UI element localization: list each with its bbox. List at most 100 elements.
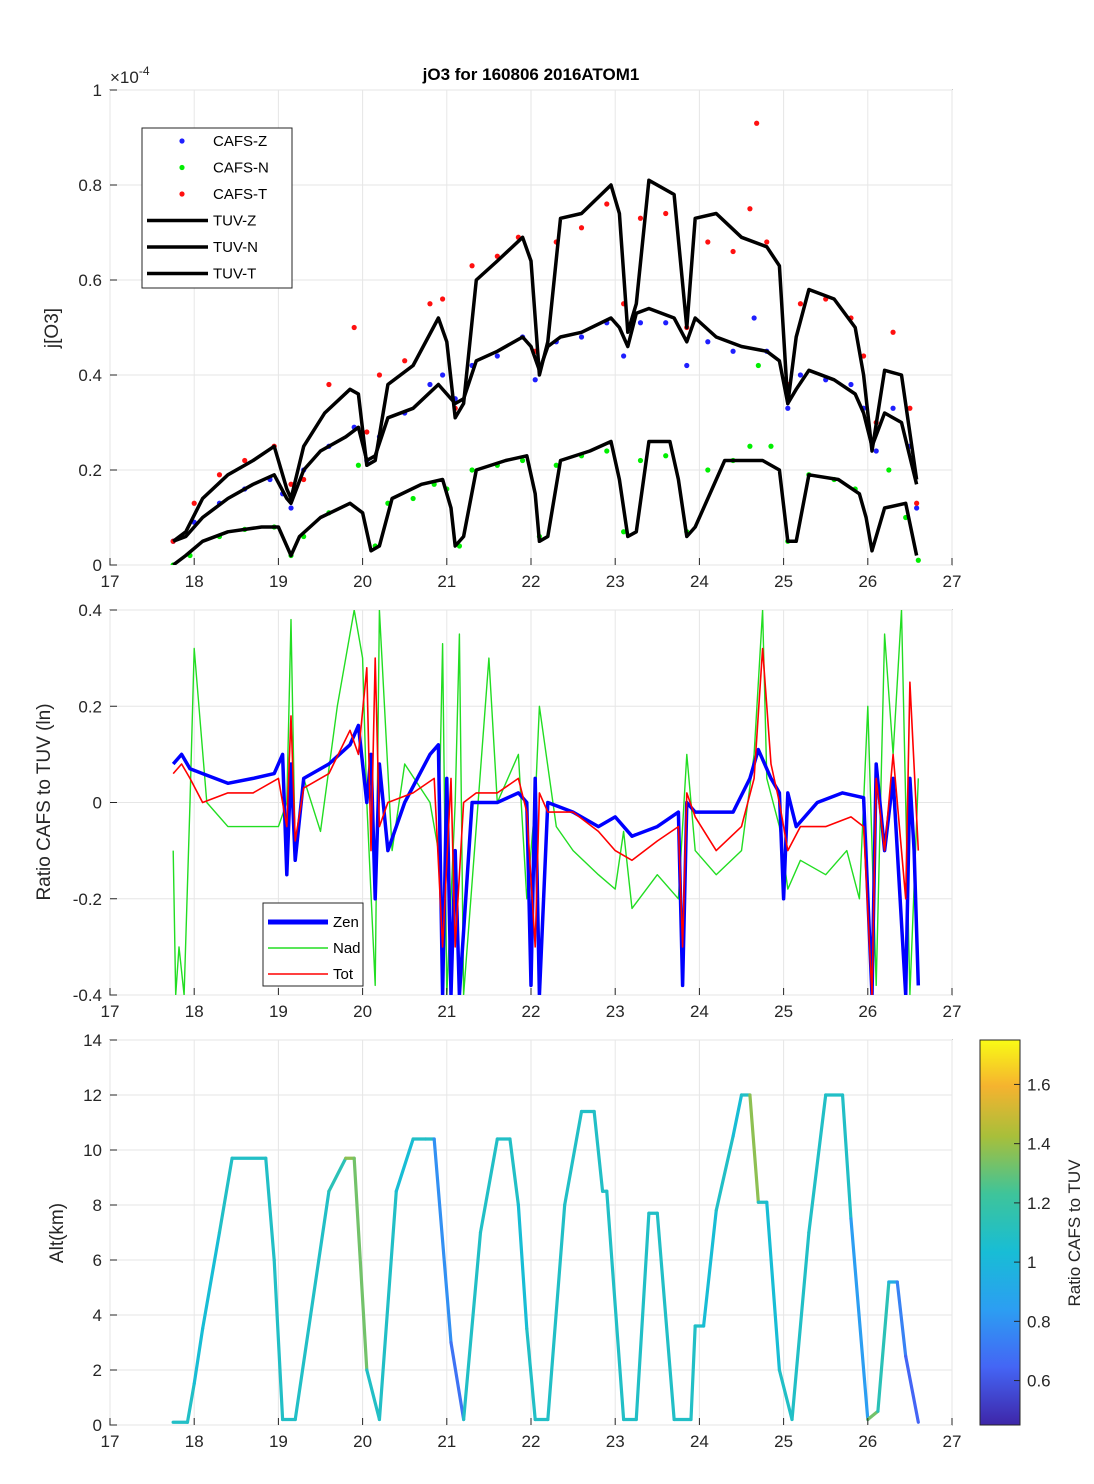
jo3-x-tick: 18 xyxy=(185,572,204,591)
altitude-segment xyxy=(655,1211,676,1422)
ratio-x-tick: 20 xyxy=(353,1002,372,1021)
altitude-segment xyxy=(634,1211,651,1422)
ratio-x-tick: 25 xyxy=(774,1002,793,1021)
ratio-x-tick: 22 xyxy=(522,1002,541,1021)
cafs-t-point xyxy=(730,248,736,255)
altitude-segment xyxy=(201,1230,222,1331)
ratio-x-tick: 19 xyxy=(269,1002,288,1021)
altitude-segment xyxy=(702,1208,718,1328)
altitude-segment xyxy=(714,1134,735,1213)
cafs-n-point xyxy=(621,529,627,535)
cafs-z-point xyxy=(785,405,791,411)
jo3-x-tick: 20 xyxy=(353,572,372,591)
cafs-n-point xyxy=(469,467,475,473)
ratio-x-tick: 21 xyxy=(437,1002,456,1021)
tuv-n-legend-label: TUV-N xyxy=(213,239,258,256)
cafs-z-point xyxy=(873,448,879,454)
jo3-y-tick: 0 xyxy=(93,556,102,575)
altitude-segment xyxy=(748,1093,760,1204)
colorbar xyxy=(979,1039,1021,1426)
ratio-x-tick: 18 xyxy=(185,1002,204,1021)
cafs-n-point xyxy=(410,495,416,502)
cafs-n-point xyxy=(747,443,753,449)
zen-legend-label: Zen xyxy=(333,914,359,931)
altitude-segment xyxy=(394,1137,415,1193)
ratio-data xyxy=(171,610,921,995)
cafs-z-legend-label: CAFS-Z xyxy=(213,133,267,150)
cafs-n-point xyxy=(637,457,644,464)
jo3-y-tick: 0.8 xyxy=(78,176,102,195)
jo3-y-tick: 1 xyxy=(93,81,102,100)
jo3-x-tick: 17 xyxy=(101,572,120,591)
altitude-y-tick: 10 xyxy=(83,1141,102,1160)
altitude-segment xyxy=(508,1137,520,1207)
jo3-y-label: j[O3] xyxy=(42,308,63,349)
altitude-segment xyxy=(849,1217,870,1422)
cafs-t-point xyxy=(747,206,753,212)
cafs-n-point xyxy=(768,443,774,449)
jo3-y-tick: 0.6 xyxy=(78,271,102,290)
altitude-segment xyxy=(462,1230,483,1422)
altitude-segment xyxy=(731,1093,744,1138)
jo3-legend-box xyxy=(141,127,293,289)
cafs-z-point xyxy=(914,505,920,511)
altitude-segment xyxy=(217,1156,234,1235)
cafs-t-point xyxy=(764,239,770,245)
altitude-y-tick: 12 xyxy=(83,1086,102,1105)
cafs-t-point xyxy=(376,372,383,378)
colorbar-tick: 1.4 xyxy=(1027,1135,1051,1154)
cafs-t-point xyxy=(364,429,370,435)
cafs-z-legend-marker xyxy=(179,138,185,144)
cafs-n-point xyxy=(355,462,361,468)
cafs-t-point xyxy=(797,301,804,307)
jo3-x-tick: 21 xyxy=(437,572,456,591)
altitude-segment xyxy=(478,1137,499,1235)
ratio-x-tick: 27 xyxy=(943,1002,962,1021)
colorbar-tick: 1 xyxy=(1027,1253,1036,1272)
altitude-x-tick: 20 xyxy=(353,1432,372,1451)
altitude-x-tick: 19 xyxy=(269,1432,288,1451)
chart-title: jO3 for 160806 2016ATOM1 xyxy=(422,65,640,84)
cafs-t-point xyxy=(469,263,475,269)
cafs-z-point xyxy=(439,372,446,378)
jo3-y-tick: 0.4 xyxy=(78,366,102,385)
altitude-x-tick: 18 xyxy=(185,1432,204,1451)
colorbar-ticks: 0.6 0.8 1 1.2 1.4 1.6 xyxy=(1014,1075,1051,1391)
tuv-t-line xyxy=(172,178,919,543)
cafs-t-point xyxy=(637,215,644,221)
altitude-segment xyxy=(840,1093,853,1221)
cafs-t-point xyxy=(288,481,294,487)
cafs-n-point xyxy=(604,448,610,454)
ratio-legend-box xyxy=(262,902,364,987)
cafs-n-point xyxy=(705,467,711,473)
tuv-n-line xyxy=(172,439,919,565)
ratio-legend: Zen Nad Tot xyxy=(262,902,364,987)
ratio-y-tick: -0.2 xyxy=(73,890,102,909)
cafs-n-legend-marker xyxy=(179,164,185,171)
cafs-z-point xyxy=(427,381,433,388)
altitude-x-tick: 27 xyxy=(943,1432,962,1451)
cafs-z-point xyxy=(848,381,854,388)
ratio-y-tick: 0.4 xyxy=(78,601,102,620)
altitude-segment xyxy=(293,1189,331,1422)
cafs-z-point xyxy=(890,405,896,411)
altitude-segment xyxy=(546,1203,567,1422)
altitude-x-tick: 23 xyxy=(606,1432,625,1451)
cafs-t-point xyxy=(604,201,610,207)
altitude-segment xyxy=(352,1156,369,1372)
cafs-t-legend-label: CAFS-T xyxy=(213,186,267,203)
altitude-x-tick: 22 xyxy=(522,1432,541,1451)
cafs-z-point xyxy=(621,353,627,359)
cafs-z-point xyxy=(578,334,585,340)
cafs-n-point xyxy=(519,457,526,464)
altitude-segment xyxy=(866,1409,880,1422)
altitude-x-tick: 17 xyxy=(101,1432,120,1451)
altitude-segment xyxy=(449,1340,466,1422)
cafs-t-point xyxy=(427,301,433,307)
jo3-x-tick: 19 xyxy=(269,572,288,591)
cafs-t-point xyxy=(705,239,711,245)
altitude-x-tick: 21 xyxy=(437,1432,456,1451)
